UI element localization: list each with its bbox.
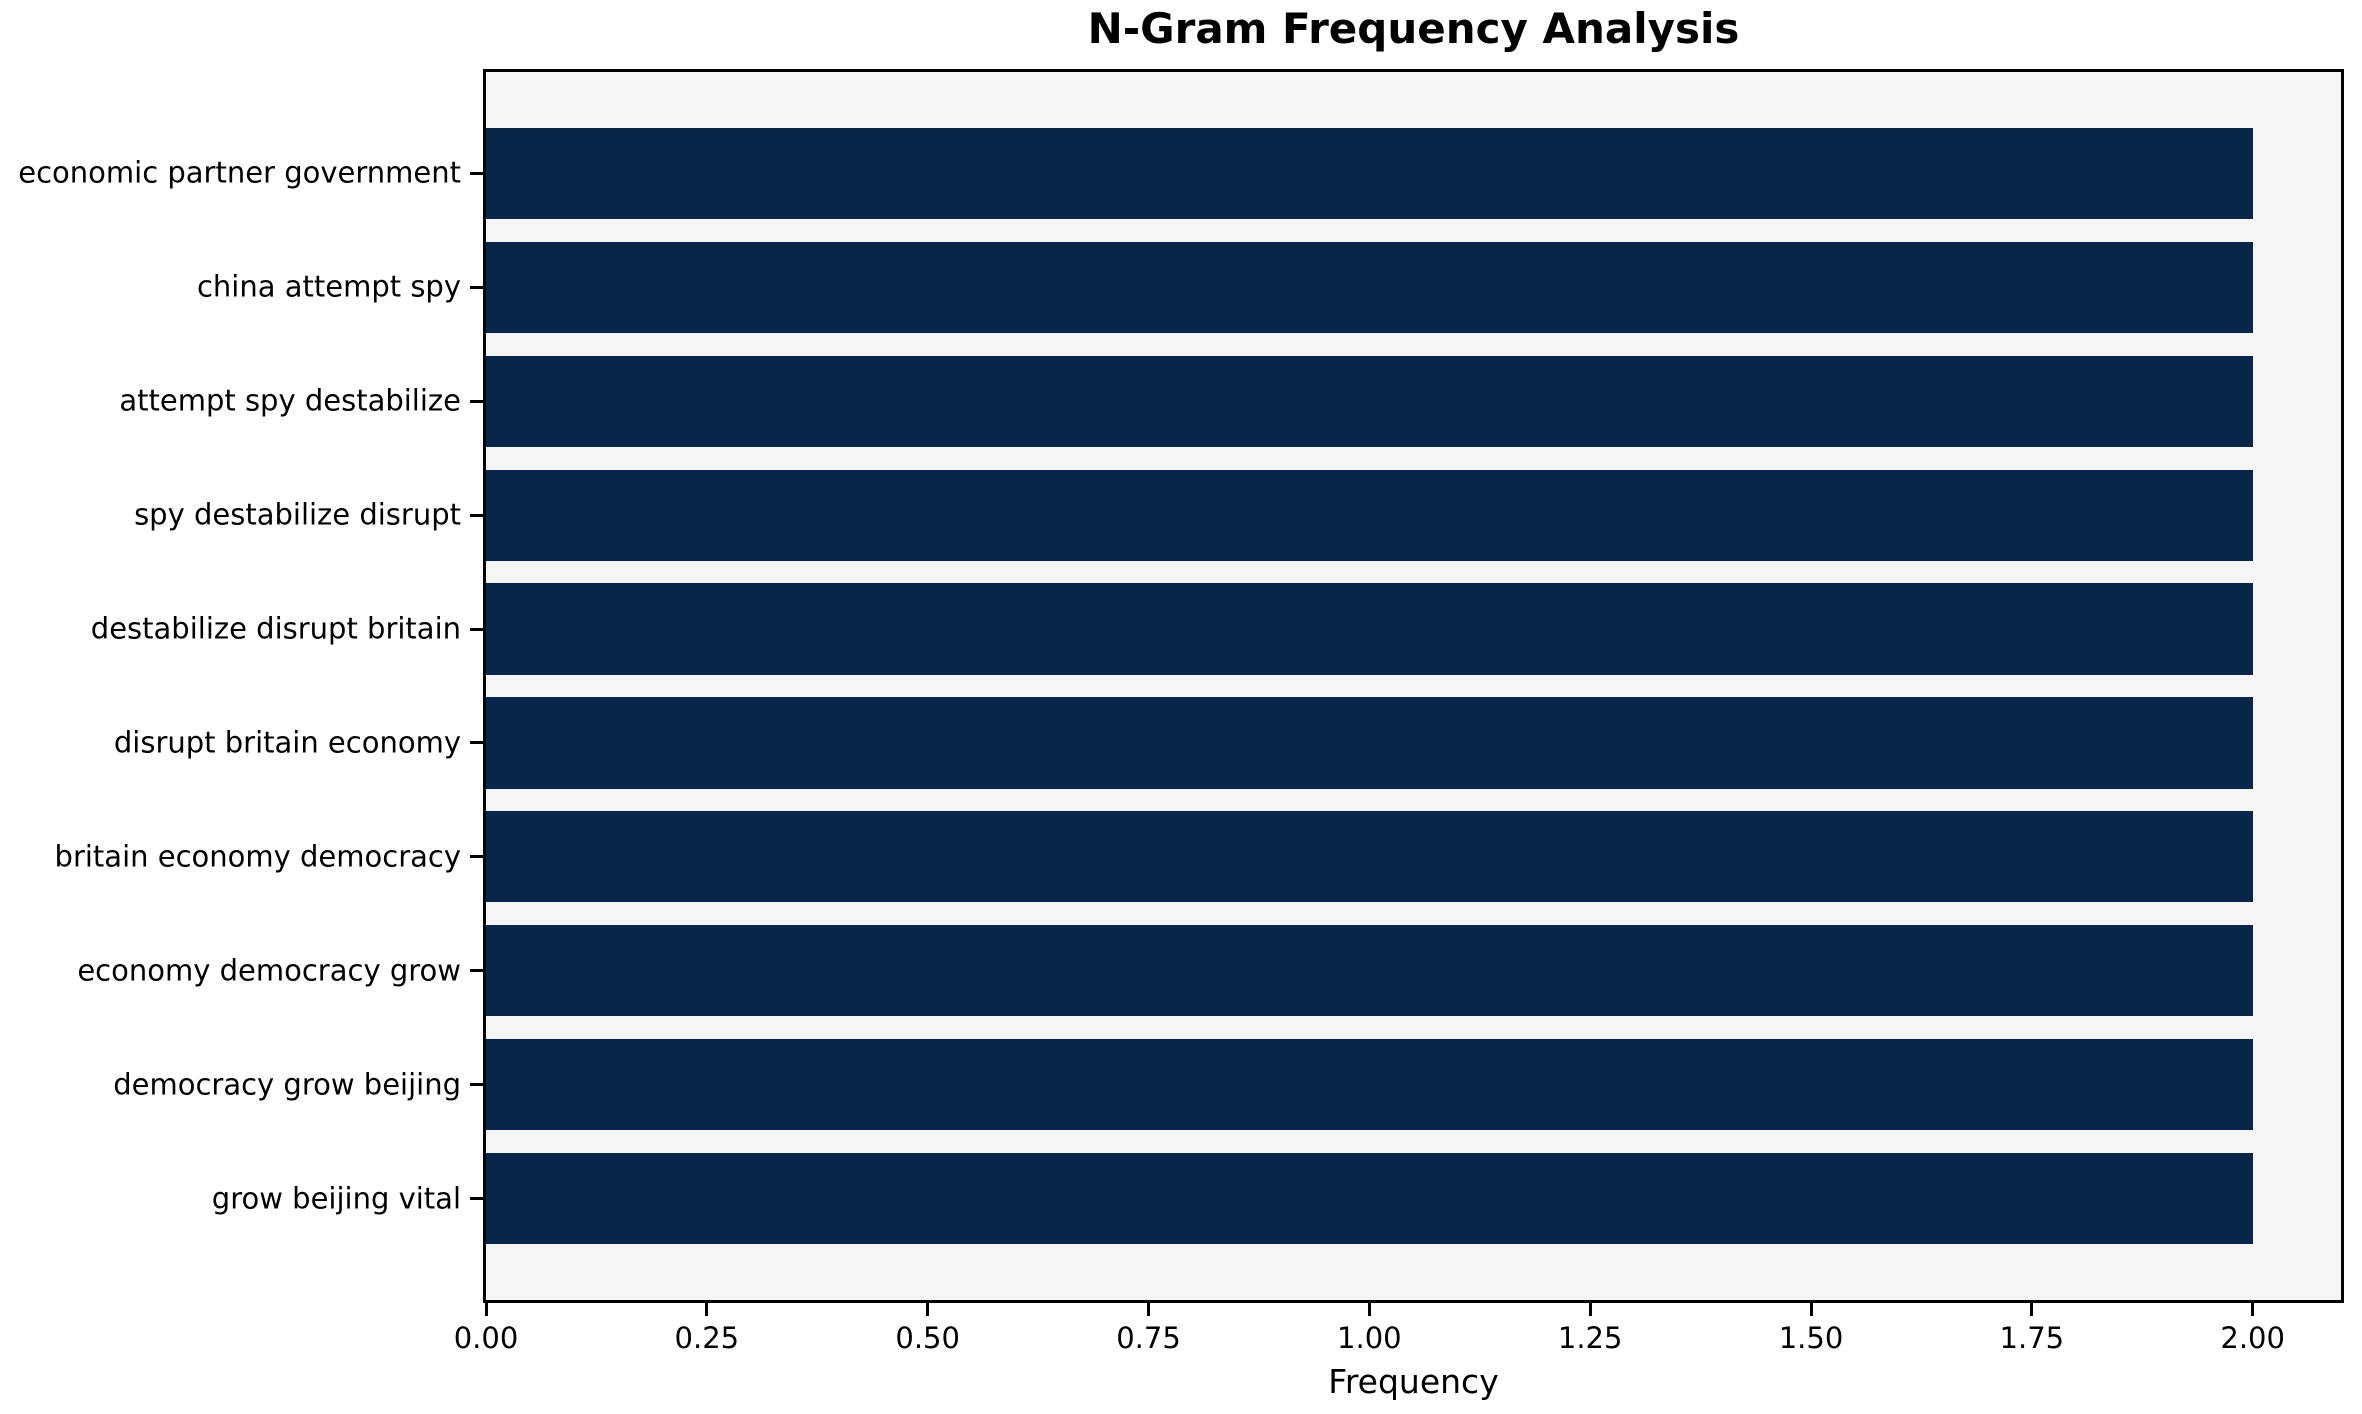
y-axis-tick-label: attempt spy destabilize (119, 383, 461, 418)
x-axis-tick-mark (1809, 1303, 1813, 1316)
x-axis-tick-label: 1.25 (1557, 1321, 1623, 1355)
y-axis-tick-label: economic partner government (18, 155, 461, 190)
y-axis-tick-mark (470, 171, 483, 175)
bar (486, 1153, 2253, 1245)
x-axis-tick-label: 0.50 (895, 1321, 960, 1355)
y-axis-tick-label: china attempt spy (196, 269, 461, 304)
bar (486, 697, 2253, 789)
y-axis-tick-mark (470, 855, 483, 859)
x-axis-tick-mark (484, 1303, 488, 1316)
bar (486, 469, 2253, 561)
x-axis-tick-label: 1.00 (1337, 1321, 1402, 1355)
x-axis-tick-mark (2030, 1303, 2034, 1316)
y-axis-tick-mark (470, 1197, 483, 1201)
x-axis-tick-label: 0.00 (453, 1321, 519, 1355)
x-axis-tick-mark (1588, 1303, 1592, 1316)
y-axis-tick-mark (470, 627, 483, 631)
y-axis-tick-mark (470, 513, 483, 517)
y-axis-tick-label: disrupt britain economy (113, 725, 461, 760)
y-axis-tick-mark (470, 285, 483, 289)
x-axis-tick-mark (926, 1303, 930, 1316)
y-axis-tick-label: democracy grow beijing (113, 1067, 461, 1102)
y-axis-tick-mark (470, 1083, 483, 1087)
bar (486, 811, 2253, 903)
y-axis-tick-label: grow beijing vital (211, 1180, 461, 1215)
bar (486, 241, 2253, 333)
bar (486, 127, 2253, 219)
chart-title: N-Gram Frequency Analysis (1087, 4, 1740, 53)
y-axis-tick-mark (470, 969, 483, 973)
y-axis-tick-label: economy democracy grow (77, 953, 461, 988)
x-axis-tick-mark (1147, 1303, 1150, 1316)
x-axis-tick-label: 1.75 (1999, 1321, 2065, 1355)
x-axis-tick-mark (1367, 1303, 1371, 1316)
x-axis-tick-label: 1.50 (1778, 1321, 1844, 1355)
y-axis-tick-label: spy destabilize disrupt (134, 497, 461, 532)
plot-area (483, 69, 2344, 1303)
x-axis-label: Frequency (1328, 1362, 1499, 1401)
bar (486, 1039, 2253, 1131)
y-axis-tick-label: destabilize disrupt britain (90, 611, 461, 646)
x-axis-tick-label: 0.75 (1116, 1321, 1181, 1355)
x-axis-tick-mark (2251, 1303, 2255, 1316)
y-axis-tick-mark (470, 741, 483, 745)
bar (486, 925, 2253, 1017)
bar (486, 583, 2253, 675)
bar (486, 355, 2253, 447)
y-axis-tick-label: britain economy democracy (54, 839, 461, 874)
x-axis-tick-label: 2.00 (2220, 1321, 2285, 1355)
x-axis-tick-label: 0.25 (674, 1321, 740, 1355)
y-axis-tick-mark (470, 399, 483, 403)
x-axis-tick-mark (705, 1303, 709, 1316)
